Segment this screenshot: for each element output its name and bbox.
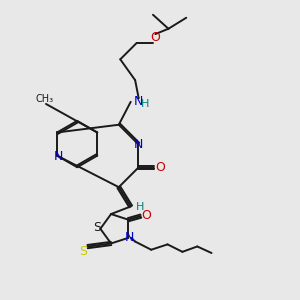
Text: O: O (141, 209, 151, 222)
Text: H: H (136, 202, 145, 212)
Text: H: H (141, 99, 149, 109)
Text: N: N (134, 95, 143, 108)
Text: N: N (125, 231, 134, 244)
Text: CH₃: CH₃ (35, 94, 53, 103)
Text: O: O (150, 31, 160, 44)
Text: S: S (79, 244, 87, 258)
Text: N: N (134, 138, 143, 151)
Text: O: O (155, 161, 165, 174)
Text: N: N (54, 150, 63, 163)
Text: S: S (93, 221, 101, 234)
